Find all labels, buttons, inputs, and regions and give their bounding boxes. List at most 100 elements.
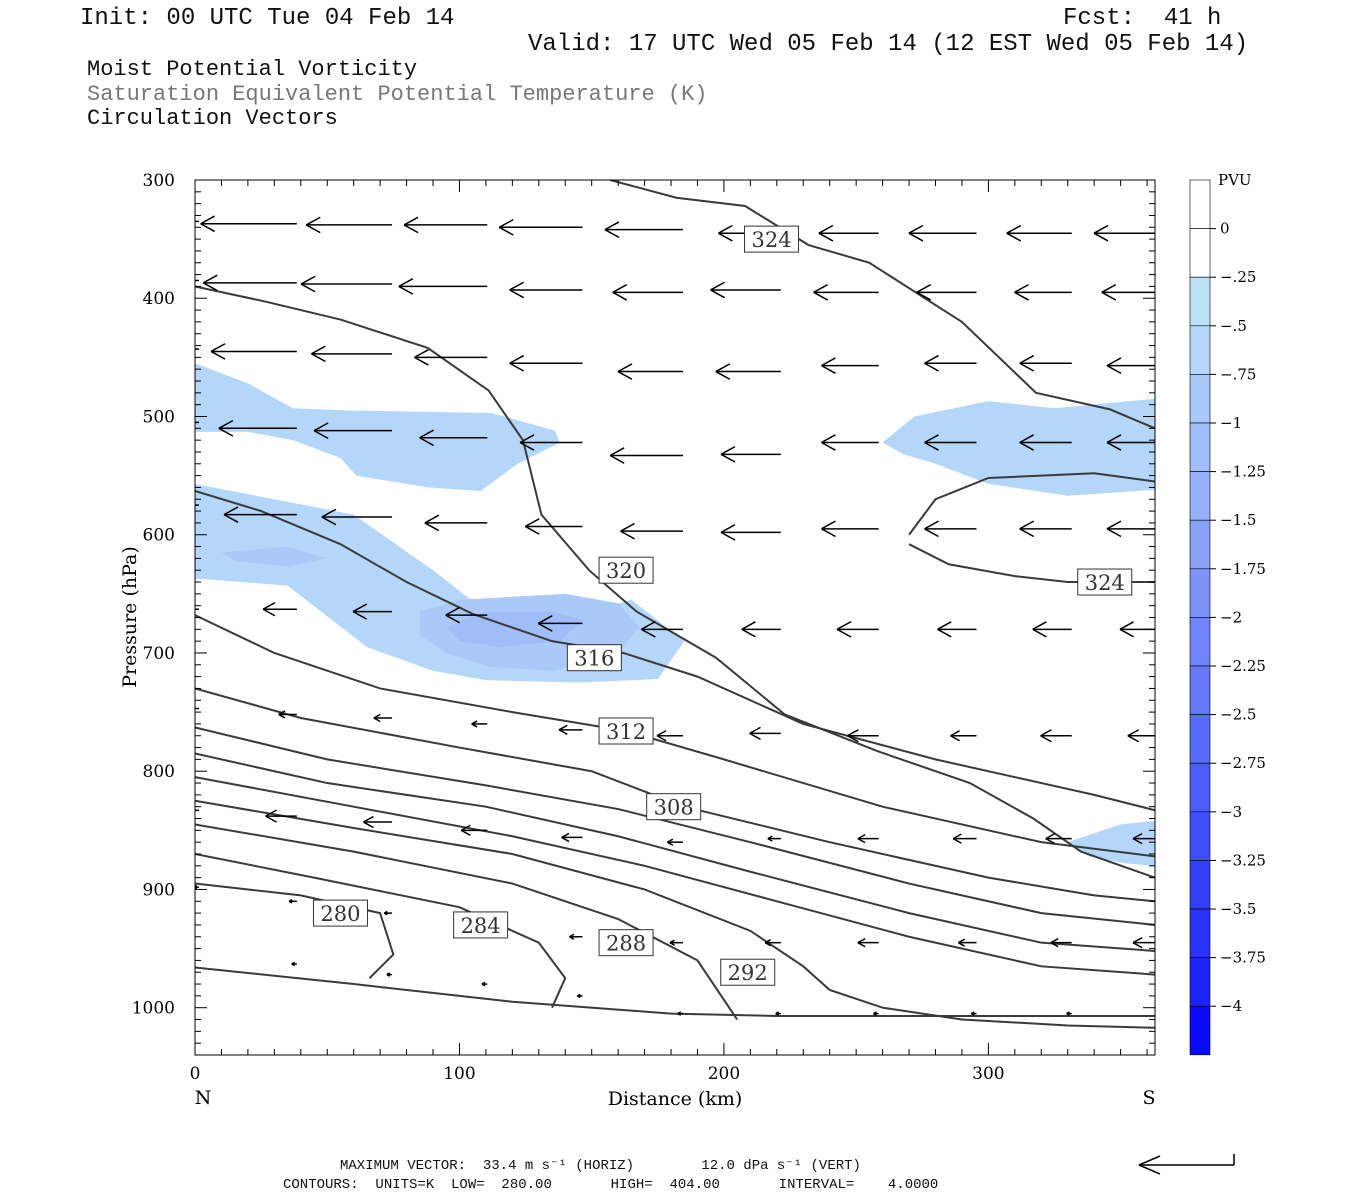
vector-head — [160, 810, 174, 818]
vector-head — [1127, 729, 1140, 737]
contour-info: CONTOURS: UNITS=K LOW= 280.00 HIGH= 404.… — [283, 1177, 939, 1193]
vector-head — [924, 354, 939, 364]
y-axis-label: Pressure (hPa) — [119, 546, 141, 688]
vector-head — [561, 832, 570, 839]
vector-head — [916, 283, 932, 293]
vector-head — [720, 531, 736, 541]
circulation-vector — [1032, 621, 1072, 638]
vector-head — [612, 283, 628, 293]
vector-head — [764, 942, 772, 947]
colorbar-swatch — [1189, 471, 1211, 521]
vector-head — [218, 419, 234, 429]
circulation-vector — [195, 220, 199, 223]
circulation-vector — [121, 497, 199, 506]
vector-head — [265, 809, 277, 817]
vector-head — [210, 350, 226, 360]
circulation-vector — [262, 602, 297, 617]
vector-head — [398, 278, 414, 288]
contour-label-box — [598, 717, 654, 745]
y-tick-label: 800 — [143, 762, 175, 782]
circulation-vector — [321, 508, 393, 526]
vector-head — [1045, 832, 1056, 840]
circulation-vector — [576, 993, 583, 999]
vector-head — [173, 704, 182, 709]
circulation-vector — [924, 434, 977, 451]
vector-head — [121, 349, 135, 357]
pv-region — [882, 398, 1155, 496]
vector-head — [710, 281, 725, 291]
vector-head — [1101, 291, 1117, 301]
colorbar-label: −1 — [1220, 414, 1242, 432]
circulation-vector — [121, 341, 199, 357]
vector-head — [767, 837, 773, 842]
vector-head — [160, 803, 174, 811]
circulation-vector — [403, 216, 488, 234]
vector-head — [445, 606, 461, 616]
circulation-vector — [1093, 224, 1155, 242]
y-tick-label: 600 — [143, 526, 175, 546]
vector-head — [718, 232, 733, 242]
vector-head — [620, 530, 635, 540]
colorbar-swatch — [1189, 811, 1211, 861]
vector-head — [386, 973, 391, 977]
vector-head — [749, 732, 761, 741]
vector-head — [210, 343, 226, 353]
theta-contour — [195, 823, 738, 1021]
circulation-vector — [908, 224, 977, 242]
vector-head — [715, 370, 731, 380]
vector-head — [667, 838, 674, 843]
vector-head — [558, 729, 568, 735]
circulation-vector — [821, 357, 879, 374]
circulation-vector — [537, 615, 583, 632]
vector-head — [363, 815, 374, 823]
contour-label: 312 — [606, 720, 646, 744]
pv-shading-layer — [195, 363, 1155, 866]
contour-label-box — [720, 958, 776, 986]
contour-label: 308 — [654, 796, 694, 820]
vector-head — [519, 434, 535, 444]
circulation-vector — [202, 274, 297, 292]
field-title-theta-es: Saturation Equivalent Potential Temperat… — [87, 82, 708, 107]
circulation-vector — [857, 833, 879, 844]
circulation-vector — [764, 939, 781, 947]
colorbar-label: −3.5 — [1220, 900, 1256, 918]
vector-head — [957, 938, 966, 944]
vector-head — [847, 735, 859, 743]
vector-head — [937, 628, 952, 638]
vector-head — [669, 942, 675, 946]
vector-head — [916, 291, 932, 301]
circulation-vector — [741, 621, 781, 638]
vector-head — [1019, 520, 1035, 530]
circulation-vector — [669, 939, 683, 946]
circulation-vector — [223, 506, 297, 523]
vector-head — [720, 453, 736, 463]
vector-head — [950, 735, 960, 742]
circulation-vector — [617, 363, 683, 380]
vector-head — [1106, 441, 1122, 451]
vector-head — [305, 224, 321, 234]
theta-contour — [195, 966, 1155, 1017]
theta-contour-layer — [195, 180, 1155, 1029]
reference-vector-icon — [1138, 1154, 1235, 1175]
x-axis-label: Distance (km) — [608, 1088, 743, 1110]
vector-head — [924, 434, 939, 444]
contour-label: 316 — [574, 647, 614, 671]
vector-head — [262, 608, 276, 617]
circulation-vector — [1045, 832, 1072, 845]
vector-head — [121, 341, 135, 349]
circulation-vector — [386, 972, 393, 977]
circulation-vector — [775, 1011, 781, 1016]
vector-head — [715, 363, 731, 373]
circulation-vector — [952, 833, 977, 844]
vector-head — [519, 441, 535, 451]
vector-head — [1050, 938, 1059, 944]
vector-head — [1032, 621, 1047, 630]
vector-head — [121, 497, 135, 505]
vector-head — [460, 829, 471, 836]
vector-head — [278, 713, 286, 719]
circulation-vector — [1050, 938, 1072, 948]
vector-head — [1066, 1012, 1070, 1016]
vector-head — [857, 837, 866, 844]
circulation-vector — [1106, 357, 1155, 374]
vector-head — [1019, 354, 1035, 364]
